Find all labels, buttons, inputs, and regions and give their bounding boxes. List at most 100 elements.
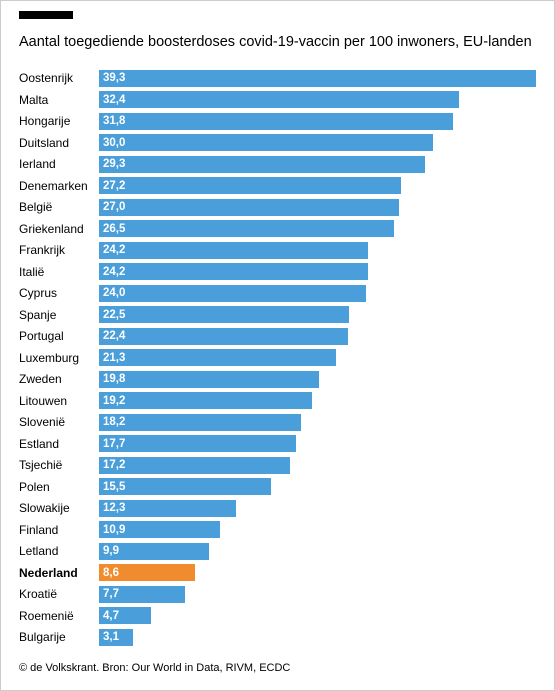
bar-value: 22,4 [103, 330, 125, 342]
bar-row: Letland 9,9 [19, 541, 536, 562]
bar-value: 8,6 [103, 567, 119, 579]
bar-label: Spanje [19, 308, 99, 322]
bar-track: 22,5 [99, 306, 536, 323]
bar-track: 4,7 [99, 607, 536, 624]
bar-label: België [19, 200, 99, 214]
bar-track: 18,2 [99, 414, 536, 431]
bar-chart: Oostenrijk39,3Malta32,4Hongarije31,8Duit… [1, 68, 554, 648]
bar-label: Griekenland [19, 222, 99, 236]
bar: 17,2 [99, 457, 290, 474]
bar-row: Portugal 22,4 [19, 326, 536, 347]
bar-value: 27,0 [103, 201, 125, 213]
bar-label: Ierland [19, 157, 99, 171]
bar-row: Zweden 19,8 [19, 369, 536, 390]
bar: 22,5 [99, 306, 349, 323]
bar-value: 9,9 [103, 545, 119, 557]
bar-row: België 27,0 [19, 197, 536, 218]
bar-value: 32,4 [103, 94, 125, 106]
bar-label: Letland [19, 544, 99, 558]
bar-track: 21,3 [99, 349, 536, 366]
bar-track: 15,5 [99, 478, 536, 495]
bar: 15,5 [99, 478, 271, 495]
bar-value: 29,3 [103, 158, 125, 170]
bar-value: 19,2 [103, 395, 125, 407]
bar-label: Finland [19, 523, 99, 537]
bar-track: 27,0 [99, 199, 536, 216]
bar: 10,9 [99, 521, 220, 538]
bar: 17,7 [99, 435, 296, 452]
bar-label: Litouwen [19, 394, 99, 408]
bar: 27,2 [99, 177, 401, 194]
bar-label: Portugal [19, 329, 99, 343]
bar-value: 31,8 [103, 115, 125, 127]
bar-label: Cyprus [19, 286, 99, 300]
bar: 18,2 [99, 414, 301, 431]
bar-label: Malta [19, 93, 99, 107]
bar-row: Griekenland26,5 [19, 218, 536, 239]
bar-label: Frankrijk [19, 243, 99, 257]
bar-row: Litouwen 19,2 [19, 390, 536, 411]
bar-track: 8,6 [99, 564, 536, 581]
bar: 39,3 [99, 70, 536, 87]
bar: 3,1 [99, 629, 133, 646]
bar-track: 17,2 [99, 457, 536, 474]
bar-row: Cyprus24,0 [19, 283, 536, 304]
bar-label: Estland [19, 437, 99, 451]
bar: 4,7 [99, 607, 151, 624]
bar: 24,2 [99, 242, 368, 259]
bar-row: Luxemburg21,3 [19, 347, 536, 368]
bar-track: 24,2 [99, 263, 536, 280]
bar-row: Bulgarije3,1 [19, 627, 536, 648]
bar-value: 17,7 [103, 438, 125, 450]
bar-value: 17,2 [103, 459, 125, 471]
bar: 30,0 [99, 134, 433, 151]
bar-label: Hongarije [19, 114, 99, 128]
bar-value: 30,0 [103, 137, 125, 149]
bar-row: Denemarken 27,2 [19, 175, 536, 196]
bar: 21,3 [99, 349, 336, 366]
bar-label: Oostenrijk [19, 71, 99, 85]
bar-value: 10,9 [103, 524, 125, 536]
bar: 9,9 [99, 543, 209, 560]
bar-track: 9,9 [99, 543, 536, 560]
accent-bar [19, 11, 73, 19]
bar-row: Spanje22,5 [19, 304, 536, 325]
bar-row: Slovenië18,2 [19, 412, 536, 433]
bar-label: Slowakije [19, 501, 99, 515]
bar-track: 7,7 [99, 586, 536, 603]
bar-row: Oostenrijk 39,3 [19, 68, 536, 89]
bar-value: 18,2 [103, 416, 125, 428]
bar-value: 15,5 [103, 481, 125, 493]
bar-track: 12,3 [99, 500, 536, 517]
bar-label: Zweden [19, 372, 99, 386]
bar-value: 27,2 [103, 180, 125, 192]
bar-track: 30,0 [99, 134, 536, 151]
bar-track: 19,2 [99, 392, 536, 409]
bar-track: 24,0 [99, 285, 536, 302]
bar: 19,8 [99, 371, 319, 388]
bar-value: 24,2 [103, 244, 125, 256]
bar-row: Italië24,2 [19, 261, 536, 282]
bar-row: Nederland8,6 [19, 562, 536, 583]
bar: 24,0 [99, 285, 366, 302]
bar-label: Kroatië [19, 587, 99, 601]
bar-value: 7,7 [103, 588, 119, 600]
bar-label: Tsjechië [19, 458, 99, 472]
bar: 8,6 [99, 564, 195, 581]
bar-track: 32,4 [99, 91, 536, 108]
bar-row: Finland 10,9 [19, 519, 536, 540]
bar-track: 31,8 [99, 113, 536, 130]
bar-value: 4,7 [103, 610, 119, 622]
bar: 27,0 [99, 199, 399, 216]
bar-value: 3,1 [103, 631, 119, 643]
bar: 24,2 [99, 263, 368, 280]
bar-value: 24,2 [103, 266, 125, 278]
bar-row: Ierland 29,3 [19, 154, 536, 175]
bar-label: Denemarken [19, 179, 99, 193]
bar-value: 39,3 [103, 72, 125, 84]
bar: 19,2 [99, 392, 312, 409]
bar-value: 19,8 [103, 373, 125, 385]
bar-track: 29,3 [99, 156, 536, 173]
bar: 7,7 [99, 586, 185, 603]
bar-row: Roemenië4,7 [19, 605, 536, 626]
